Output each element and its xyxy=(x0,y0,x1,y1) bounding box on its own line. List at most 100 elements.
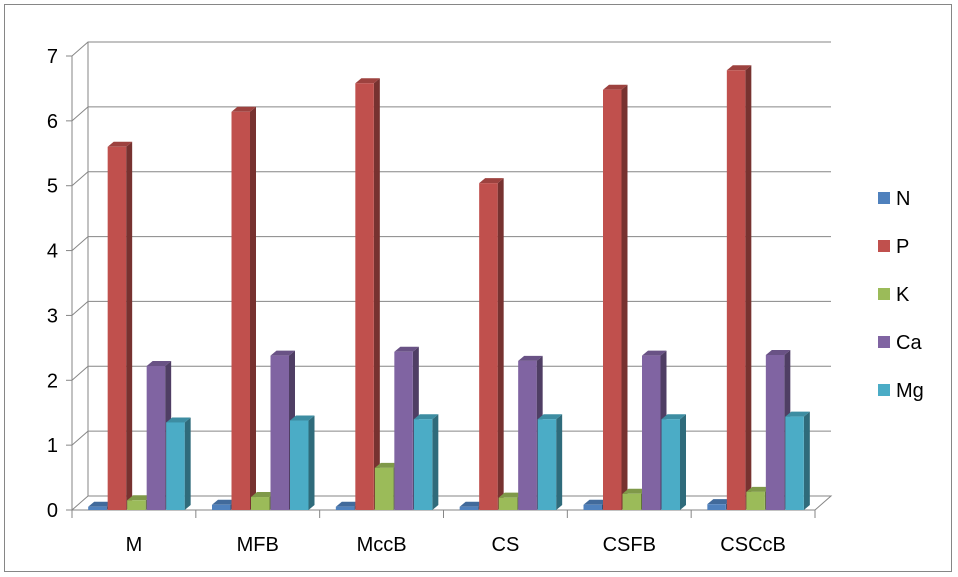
gridlines xyxy=(71,41,831,446)
bar-front xyxy=(479,183,498,510)
bar-top xyxy=(479,178,504,184)
bar-top xyxy=(270,350,295,356)
bar-front xyxy=(231,111,250,510)
bar-side xyxy=(621,84,628,511)
legend-label: P xyxy=(896,236,909,258)
bar-top xyxy=(335,501,361,507)
bar-top xyxy=(127,495,152,501)
y-tick-label: 6 xyxy=(47,111,58,133)
bar-side xyxy=(308,415,315,510)
legend-swatch xyxy=(878,288,890,300)
bar-front xyxy=(518,360,537,510)
bar-top xyxy=(537,414,563,420)
bar-front xyxy=(642,355,661,510)
bar-top xyxy=(88,501,113,507)
bar-front xyxy=(707,504,726,510)
bar xyxy=(726,65,752,511)
bar-front xyxy=(107,146,127,511)
bar-front xyxy=(355,83,374,511)
bar-front xyxy=(394,351,413,510)
y-tick-label: 4 xyxy=(47,241,58,263)
x-tick-label: MccB xyxy=(357,534,407,556)
x-tick-label: M xyxy=(126,534,143,556)
legend-label: Ca xyxy=(896,332,922,354)
bar-top xyxy=(707,499,732,505)
bar-side xyxy=(680,414,686,510)
bar xyxy=(603,84,628,511)
bar-top xyxy=(498,492,524,498)
bar-top xyxy=(603,84,628,90)
x-tick-label: CSFB xyxy=(603,534,656,556)
bar-top xyxy=(166,417,191,423)
y-tick-label: 2 xyxy=(47,370,58,392)
gridline xyxy=(71,300,831,316)
bar-front xyxy=(251,497,270,510)
bar-top xyxy=(290,415,315,421)
legend: N P K Ca Mg xyxy=(878,188,924,402)
legend-swatch xyxy=(878,336,890,348)
bar-top xyxy=(107,141,133,147)
bar-front xyxy=(785,416,804,510)
bar-top xyxy=(622,488,647,494)
bar-front xyxy=(146,366,166,510)
bar-top xyxy=(726,65,752,71)
legend-label: Mg xyxy=(896,380,924,402)
bar-top xyxy=(785,411,810,417)
bar-front xyxy=(335,506,355,510)
gridline xyxy=(71,171,831,187)
bar-front xyxy=(583,504,602,510)
bar-top xyxy=(459,501,485,507)
bar-front xyxy=(459,506,479,510)
bar-front xyxy=(537,419,557,510)
y-tick-label: 1 xyxy=(47,435,58,457)
bar-side xyxy=(126,141,133,511)
bar xyxy=(355,78,380,511)
bar xyxy=(231,106,256,510)
bar-front xyxy=(290,420,309,510)
bar-top xyxy=(413,414,439,420)
bar-front xyxy=(127,500,146,510)
y-tick-label: 5 xyxy=(47,176,58,198)
legend-swatch xyxy=(878,192,890,204)
bar-side xyxy=(250,106,256,510)
y-tick-label: 3 xyxy=(47,305,58,327)
bar-top xyxy=(642,350,667,356)
bar xyxy=(537,414,563,510)
legend-label: K xyxy=(896,284,910,306)
bar-top xyxy=(146,361,172,367)
bar-side xyxy=(184,417,191,510)
bar xyxy=(166,417,191,510)
y-axis-tick-labels: 0 1 2 3 4 5 6 7 xyxy=(47,46,58,522)
legend-label: N xyxy=(896,188,910,210)
bar-top xyxy=(583,499,608,505)
bars xyxy=(88,65,810,511)
bar-top xyxy=(355,78,380,84)
bar-top xyxy=(231,106,256,112)
bar-top xyxy=(518,355,543,361)
bar-side xyxy=(745,65,752,511)
bar-front xyxy=(374,467,394,510)
bar-top xyxy=(251,492,276,498)
bar-front xyxy=(413,419,433,510)
gridline xyxy=(71,41,831,57)
gridline xyxy=(71,236,831,251)
bar-top xyxy=(374,462,400,468)
bar-front xyxy=(726,70,746,511)
bar xyxy=(661,414,686,510)
bar-front xyxy=(746,491,765,510)
x-tick-label: MFB xyxy=(237,534,279,556)
bar-front xyxy=(498,497,518,510)
gridline xyxy=(71,365,831,381)
bar-top xyxy=(394,346,419,352)
bar xyxy=(107,141,133,511)
legend-swatch xyxy=(878,384,890,396)
bar-front xyxy=(88,506,107,510)
x-tick-label: CS xyxy=(492,534,520,556)
bar-top xyxy=(746,486,771,492)
x-axis-tick-labels: M MFB MccB CS CSFB CSCcB xyxy=(126,534,786,556)
x-tick-label: CSCcB xyxy=(720,534,786,556)
bar-front xyxy=(661,419,680,510)
bar-front xyxy=(270,355,289,510)
bar-top xyxy=(212,499,237,505)
